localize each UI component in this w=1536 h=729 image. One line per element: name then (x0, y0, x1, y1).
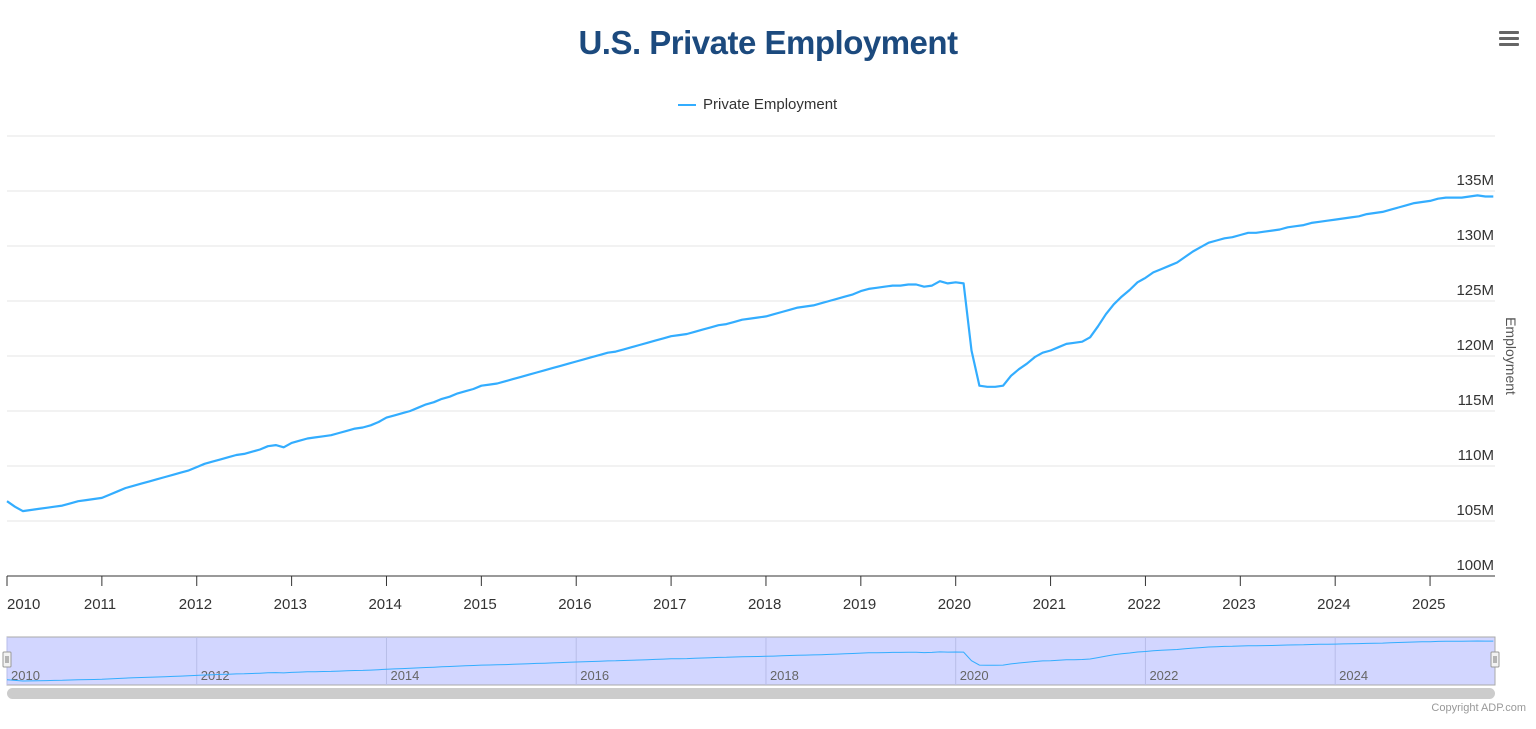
legend-label: Private Employment (703, 96, 838, 113)
x-tick-label: 2023 (1222, 596, 1255, 613)
x-tick-label: 2018 (748, 596, 781, 613)
y-axis-title: Employment (1503, 317, 1519, 395)
hamburger-menu-button[interactable] (1499, 31, 1519, 47)
y-tick-label: 115M (1458, 392, 1494, 409)
x-tick-label: 2010 (7, 596, 40, 613)
navigator-left-handle[interactable] (2, 651, 12, 668)
y-tick-label: 125M (1456, 282, 1494, 299)
x-tick-label: 2022 (1127, 596, 1160, 613)
x-tick-label: 2016 (558, 596, 591, 613)
navigator-selected-range[interactable] (6, 636, 1496, 686)
copyright-credit[interactable]: Copyright ADP.com (1431, 702, 1526, 714)
x-tick-label: 2014 (368, 596, 401, 613)
navigator-tick-label: 2020 (960, 668, 989, 683)
y-tick-label: 105M (1456, 502, 1494, 519)
y-tick-label: 120M (1456, 337, 1494, 354)
legend-line-swatch (678, 103, 696, 106)
chart-title: U.S. Private Employment (578, 24, 958, 61)
navigator-tick-label: 2012 (201, 668, 230, 683)
navigator-tick-label: 2022 (1149, 668, 1178, 683)
x-tick-label: 2020 (938, 596, 971, 613)
navigator-tick-label: 2024 (1339, 668, 1368, 683)
x-tick-label: 2013 (274, 596, 307, 613)
navigator-series-line (6, 640, 1494, 682)
navigator-tick-label: 2016 (580, 668, 609, 683)
x-tick-label: 2011 (84, 596, 116, 613)
navigator-scrollbar[interactable] (7, 688, 1495, 699)
navigator-tick-label: 2018 (770, 668, 799, 683)
y-tick-label: 135M (1456, 172, 1494, 189)
x-tick-label: 2024 (1317, 596, 1350, 613)
navigator-tick-label: 2010 (11, 668, 40, 683)
x-tick-label: 2021 (1033, 596, 1066, 613)
hamburger-icon-bar (1499, 43, 1519, 46)
navigator-right-handle[interactable] (1490, 651, 1500, 668)
series-line-private-employment[interactable] (6, 194, 1494, 513)
x-tick-label: 2017 (653, 596, 686, 613)
y-tick-label: 100M (1456, 557, 1494, 574)
legend-item[interactable]: Private Employment (678, 96, 837, 113)
x-tick-label: 2019 (843, 596, 876, 613)
x-tick-label: 2015 (463, 596, 496, 613)
x-tick-label: 2012 (179, 596, 212, 613)
hamburger-icon (1499, 31, 1519, 34)
y-tick-label: 130M (1456, 227, 1494, 244)
navigator-tick-label: 2014 (390, 668, 419, 683)
hamburger-icon-bar (1499, 37, 1519, 40)
x-tick-label: 2025 (1412, 596, 1445, 613)
y-tick-label: 110M (1458, 447, 1494, 464)
